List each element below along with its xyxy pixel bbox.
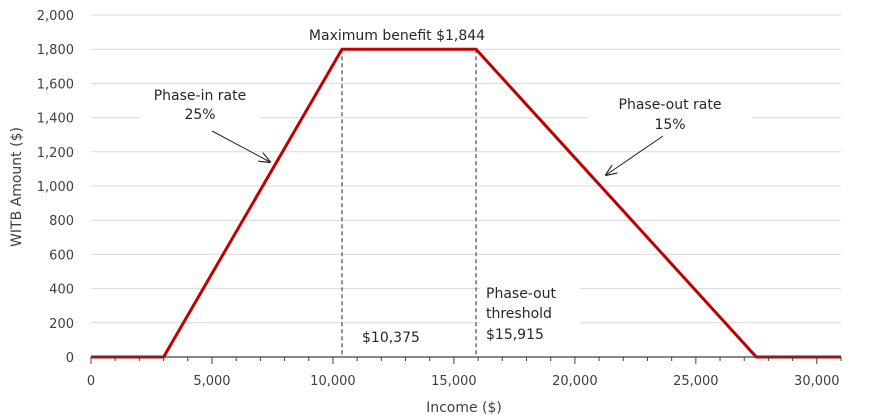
- y-tick-label-1400: 1,400: [37, 112, 74, 127]
- x-tick-label-15000: 15,000: [431, 374, 477, 389]
- y-tick-label-1800: 1,800: [37, 43, 74, 58]
- y-tick-label-1200: 1,200: [37, 146, 74, 161]
- phase-in-label-bg: [140, 84, 260, 124]
- phase-out-label-bg: [588, 93, 753, 133]
- max-benefit-label-bg: [292, 24, 502, 46]
- y-tick-label-1600: 1,600: [37, 77, 74, 92]
- threshold-start-label-bg: [355, 327, 425, 347]
- phase-out-threshold-line3: $15,915: [486, 327, 544, 343]
- y-tick-label-400: 400: [49, 283, 74, 298]
- phase-in-label-line2: 25%: [184, 107, 215, 123]
- witb-point-10375: [342, 49, 343, 50]
- x-tick-label-20000: 20,000: [552, 374, 598, 389]
- x-axis: [90, 356, 842, 364]
- max-benefit-label: Maximum benefit $1,844: [309, 28, 485, 44]
- y-tick-label-2000: 2,000: [37, 9, 74, 24]
- x-tick-label-30000: 30,000: [794, 374, 840, 389]
- phase-in-arrow: [211, 130, 270, 162]
- witb-point-15915: [476, 49, 477, 50]
- y-tick-label-800: 800: [49, 214, 74, 229]
- phase-in-label-line1: Phase-in rate: [154, 88, 247, 104]
- x-tick-label-25000: 25,000: [673, 374, 719, 389]
- x-tick-label-0: 0: [87, 374, 95, 389]
- phase-out-arrow: [606, 135, 664, 175]
- gridlines: [91, 14, 841, 324]
- phase-out-threshold-line2: threshold: [486, 306, 552, 322]
- y-axis-tick-labels: 0 200 400 600 800 1,000 1,200 1,400 1,600 1,800 2,…: [37, 9, 74, 366]
- phase-out-threshold-line1: Phase-out: [486, 286, 557, 302]
- reference-lines: [341, 49, 477, 357]
- x-axis-title: Income ($): [426, 400, 502, 416]
- y-tick-label-1000: 1,000: [37, 180, 74, 195]
- y-tick-label-0: 0: [66, 351, 74, 366]
- phase-out-threshold-label-bg: [480, 284, 580, 344]
- x-axis-tick-labels: 0 5,000 10,000 15,000 20,000 25,000 30,000: [87, 374, 840, 389]
- threshold-start-label: $10,375: [362, 330, 420, 346]
- y-tick-label-200: 200: [49, 317, 74, 332]
- phase-out-label-line1: Phase-out rate: [619, 97, 722, 113]
- y-tick-label-600: 600: [49, 248, 74, 263]
- phase-out-label-line2: 15%: [654, 117, 685, 133]
- x-tick-label-10000: 10,000: [310, 374, 356, 389]
- y-axis-title: WITB Amount ($): [9, 127, 25, 247]
- x-tick-label-5000: 5,000: [193, 374, 230, 389]
